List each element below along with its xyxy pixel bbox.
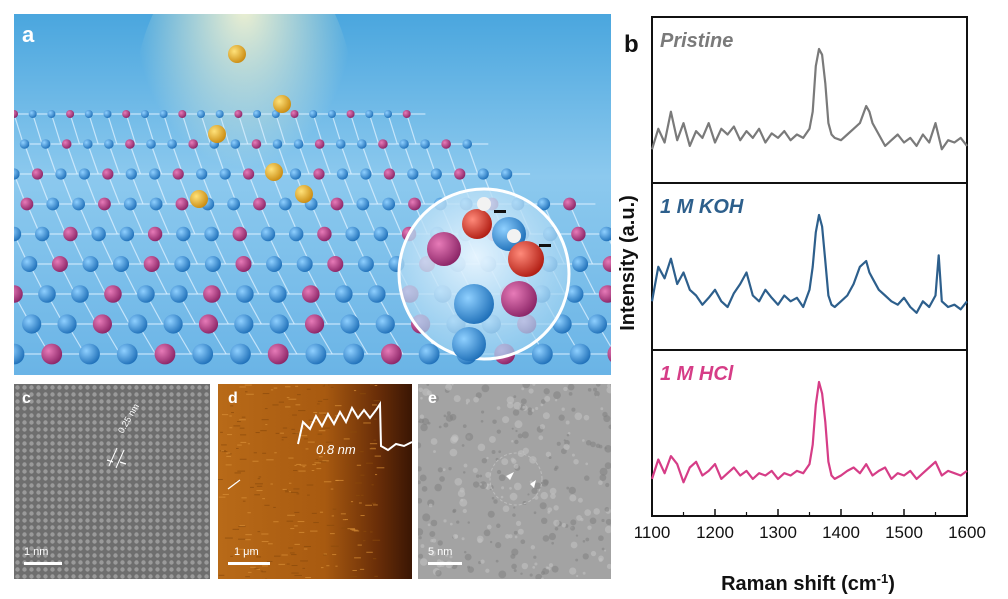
- x-tick-label: 1100: [634, 523, 671, 542]
- afm-height-map: [218, 384, 412, 579]
- x-tick-label: 1400: [822, 523, 860, 542]
- series-line-1: [650, 47, 968, 151]
- height-label: 0.8 nm: [316, 442, 356, 457]
- panel-e-label: e: [428, 390, 437, 407]
- x-tick-label: 1600: [948, 523, 986, 542]
- scale-bar-d: [228, 562, 270, 565]
- lattice-micrograph: [14, 384, 210, 579]
- series-line-2: [650, 213, 968, 314]
- x-tick-label: 1300: [759, 523, 797, 542]
- series-line-3: [650, 380, 968, 484]
- scale-bar-label-d: 1 μm: [234, 546, 259, 558]
- scale-bar-label-c: 1 nm: [24, 546, 49, 558]
- panel-c-label: c: [22, 390, 31, 407]
- raman-chart: b Pristine 1 M KOH 1 M HCl 1100 1200 1300 140…: [617, 16, 986, 596]
- panel-d-afm-image: d 0.8 nm 1 μm: [218, 384, 412, 579]
- series-label-2: 1 M KOH: [660, 196, 744, 218]
- panel-a-label: a: [22, 22, 35, 47]
- panel-c-lattice-image: c 0.25 nm 1 nm: [14, 384, 210, 579]
- tem-micrograph: [418, 384, 611, 579]
- y-axis-label: Intensity (a.u.): [617, 195, 639, 331]
- scale-bar-label-e: 5 nm: [428, 546, 453, 558]
- series-label-3: 1 M HCl: [660, 363, 734, 385]
- x-tick-label: 1500: [885, 523, 923, 542]
- panel-d-label: d: [228, 390, 238, 407]
- panel-e-tem-image: e 5 nm: [418, 384, 611, 579]
- x-axis-label: Raman shift (cm-1): [721, 571, 895, 596]
- panel-b-label: b: [624, 31, 639, 58]
- series-label-1: Pristine: [660, 30, 733, 52]
- panel-a-illustration: a: [14, 14, 611, 375]
- graphene-illustration: [14, 14, 611, 375]
- scale-bar-e: [428, 562, 462, 565]
- scale-bar-c: [24, 562, 62, 565]
- x-tick-label: 1200: [696, 523, 734, 542]
